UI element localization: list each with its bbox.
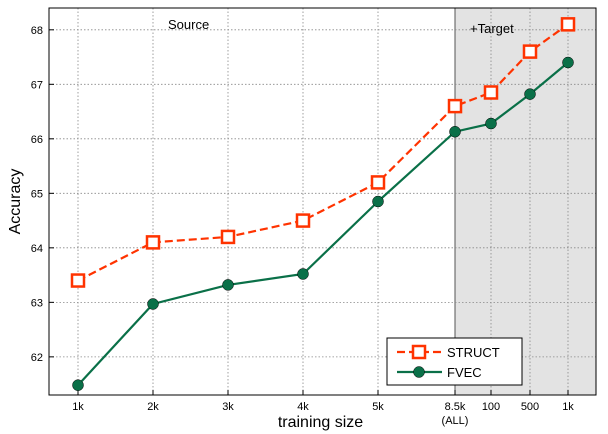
x-tick-label: 1k	[72, 401, 84, 413]
x-tick-label: 500	[521, 401, 539, 413]
data-point-struct	[145, 235, 161, 250]
data-point-fvec	[449, 125, 461, 138]
x-tick-label: 1k	[562, 401, 574, 413]
x-tick-sublabel: (ALL)	[442, 415, 469, 427]
data-point-fvec	[72, 379, 84, 391]
legend-label-fvec: FVEC	[447, 365, 482, 380]
plot-frame	[48, 7, 597, 396]
x-axis-title: training size	[278, 414, 363, 431]
target-region-fill	[455, 8, 596, 395]
x-tick-label: 4k	[297, 401, 309, 413]
y-tick-label: 62	[31, 352, 43, 364]
legend-box	[386, 337, 523, 386]
legend: STRUCT FVEC	[386, 337, 523, 386]
region-label-source: Source	[168, 17, 209, 32]
x-tick-label: 2k	[147, 401, 159, 413]
data-point-fvec	[562, 56, 574, 69]
data-point-fvec	[147, 298, 159, 310]
series-line-struct	[77, 23, 569, 282]
y-tick-label: 67	[31, 79, 43, 91]
series-struct	[70, 17, 576, 288]
legend-marker-struct	[411, 344, 427, 360]
data-point-struct	[70, 273, 86, 288]
legend-marker-fvec	[413, 366, 425, 378]
axes: 62 63 64 65 66 67 68 1k 2k 3k 4k 5k 8.5k 100 500 1k (ALL…	[31, 25, 575, 427]
y-tick-label: 64	[31, 243, 43, 255]
y-tick-label: 66	[31, 134, 43, 146]
data-point-fvec	[524, 88, 536, 100]
data-point-struct	[295, 213, 311, 228]
data-point-fvec	[372, 195, 384, 208]
x-tick-label: 8.5k	[445, 401, 466, 413]
series	[70, 17, 576, 391]
x-tick-label: 100	[482, 401, 500, 413]
data-point-struct	[522, 44, 538, 59]
data-point-struct	[220, 229, 236, 245]
data-point-struct	[370, 175, 386, 190]
y-tick-label: 65	[31, 188, 43, 200]
target-shaded-region	[454, 8, 596, 395]
data-point-fvec	[222, 279, 234, 291]
series-fvec	[72, 56, 574, 391]
x-tick-label: 5k	[372, 401, 384, 413]
y-axis-title: Accuracy	[7, 169, 24, 235]
x-tick-label: 3k	[222, 401, 234, 413]
data-point-fvec	[297, 268, 309, 280]
y-tick-label: 63	[31, 297, 43, 309]
data-point-struct	[447, 98, 463, 114]
data-point-fvec	[485, 117, 497, 130]
legend-label-struct: STRUCT	[447, 345, 500, 360]
data-point-struct	[560, 17, 576, 32]
data-point-struct	[483, 85, 499, 100]
region-label-target: +Target	[470, 21, 514, 36]
y-tick-label: 68	[31, 25, 43, 37]
